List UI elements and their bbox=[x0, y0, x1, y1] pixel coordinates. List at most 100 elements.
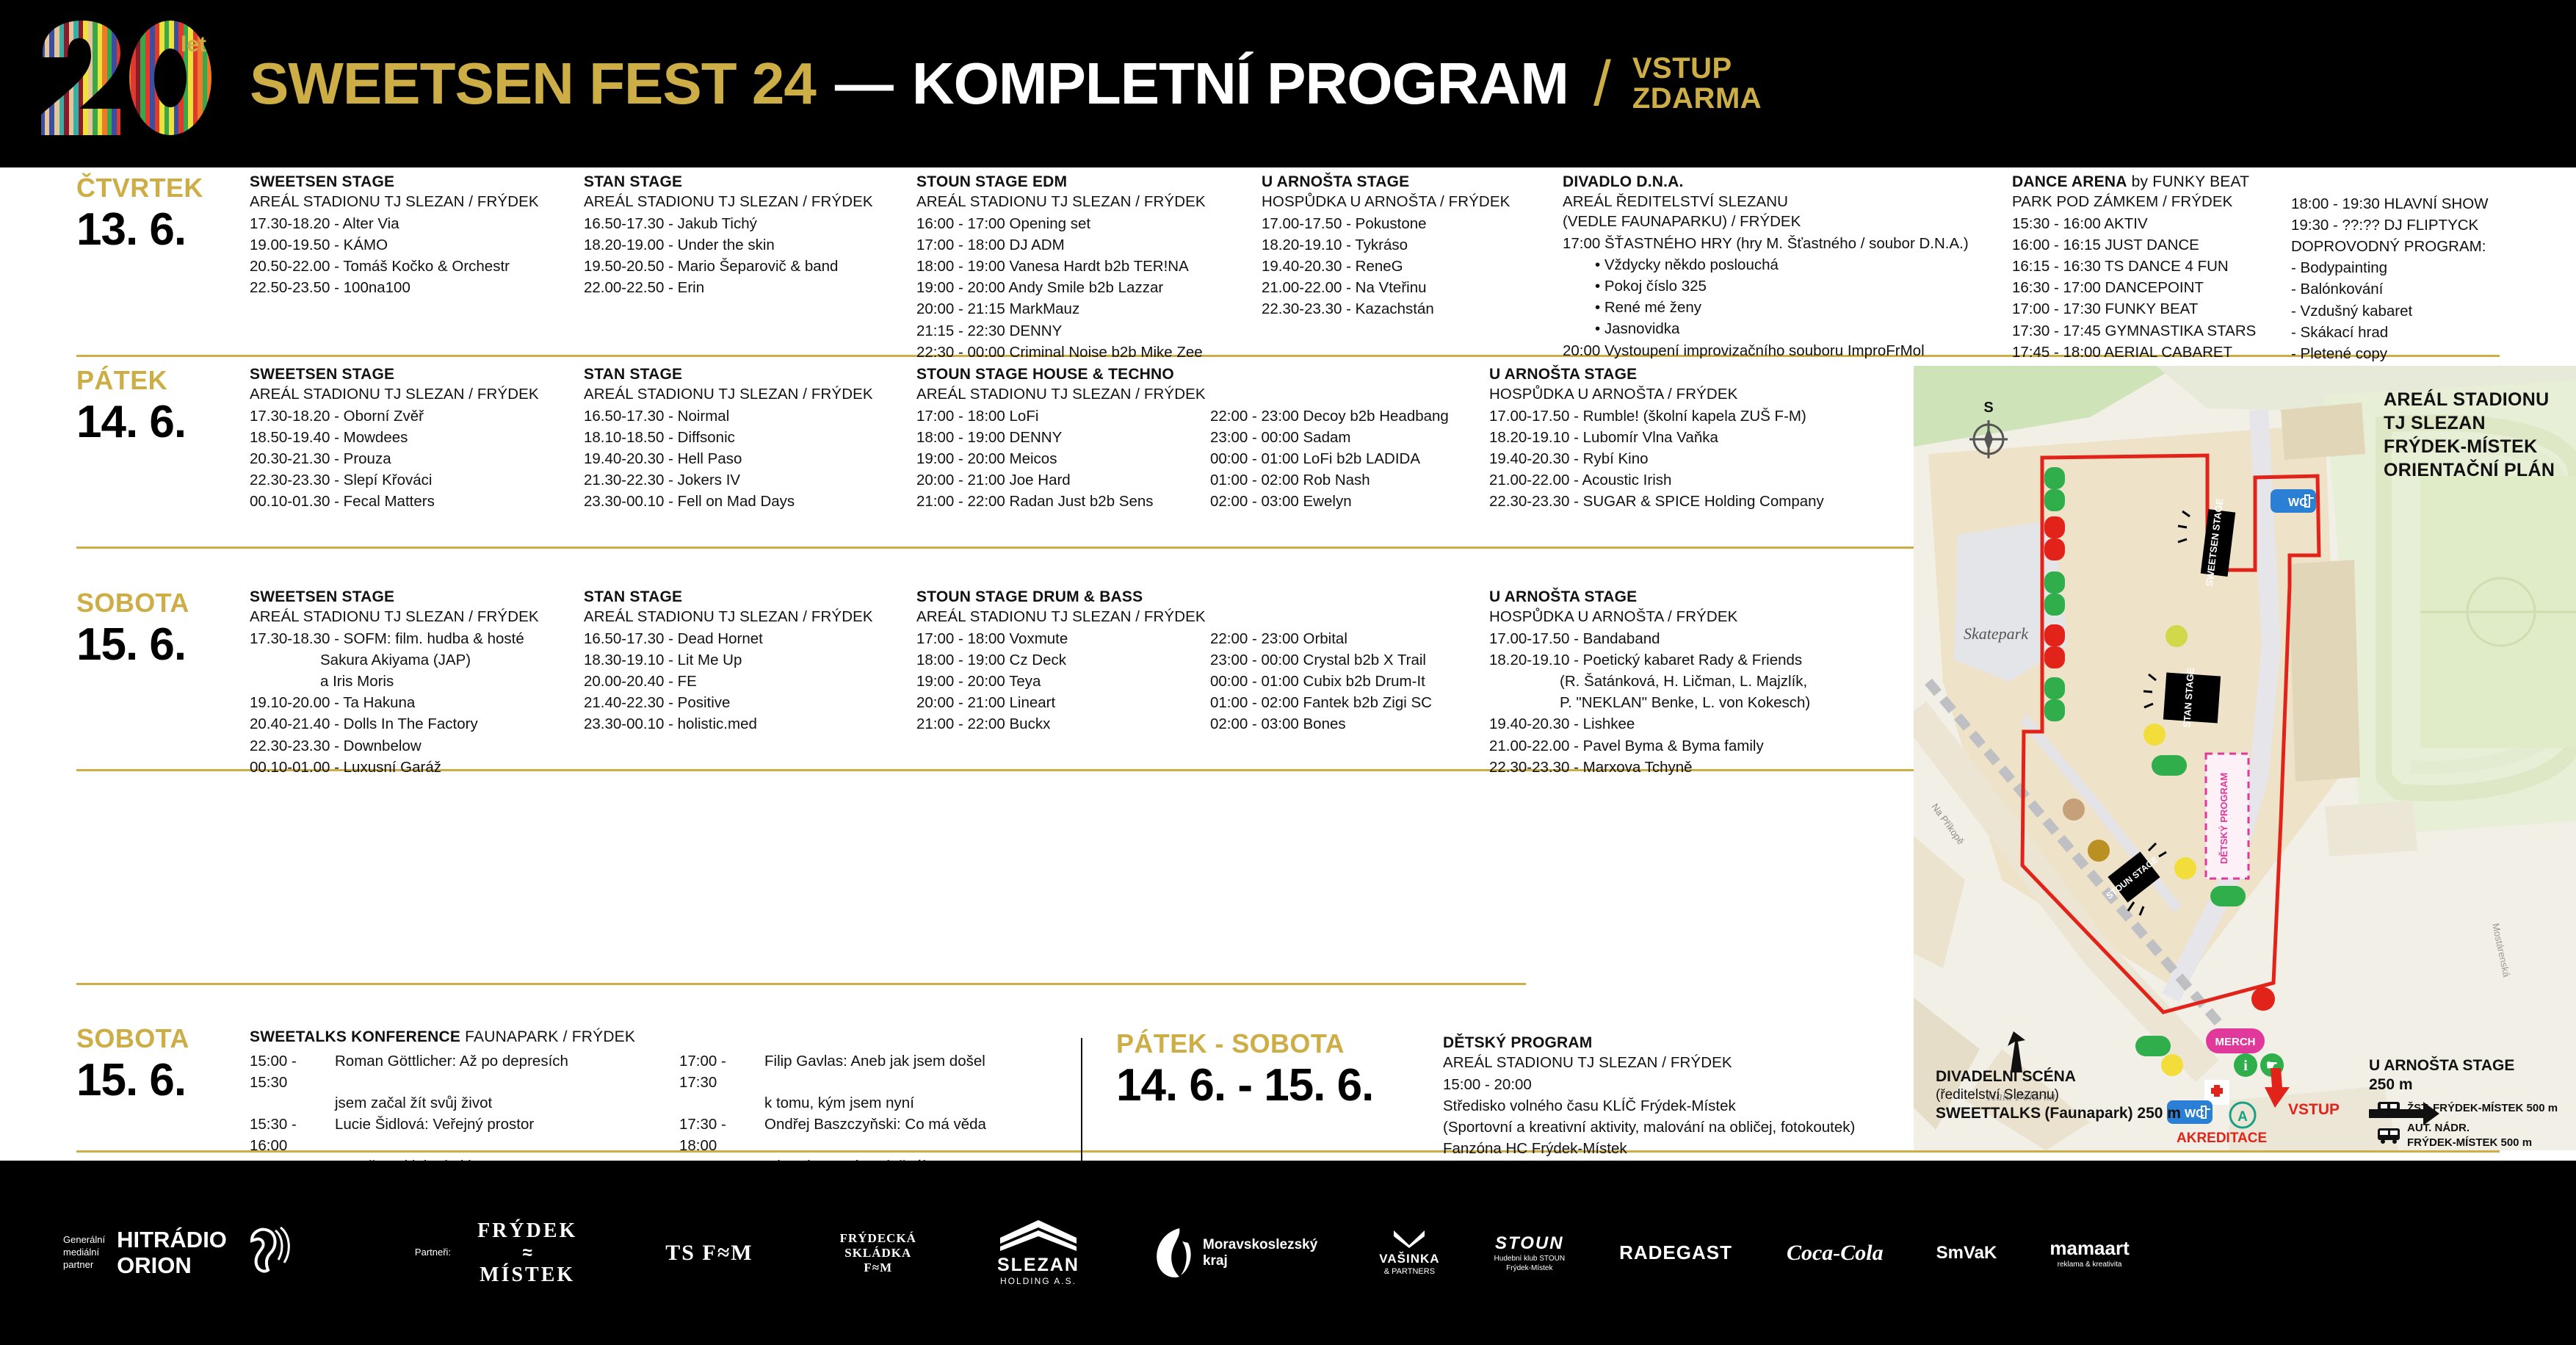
stage-venue: AREÁL ŘEDITELSTVÍ SLEZANU bbox=[1563, 193, 1789, 210]
map-label-vstup: VSTUP bbox=[2288, 1101, 2340, 1118]
slezan-chevrons-icon bbox=[999, 1219, 1077, 1251]
slot: 21.40-22.30 - Positive bbox=[584, 694, 731, 712]
partner-line: SmVaK bbox=[1936, 1242, 1997, 1263]
sweetalks-title-bold: SWEETALKS KONFERENCE bbox=[250, 1028, 461, 1045]
partner-line: MÍSTEK bbox=[480, 1263, 576, 1286]
map-wc-marker-north: WC bbox=[2271, 489, 2316, 513]
partner-line: RADEGAST bbox=[1619, 1241, 1732, 1263]
talk-time: 17:30 - 18:00 bbox=[679, 1116, 726, 1154]
slot: 20.00-20.40 - FE bbox=[584, 673, 697, 690]
partner-line: FRÝDEK bbox=[477, 1219, 578, 1242]
stage-venue: AREÁL STADIONU TJ SLEZAN / FRÝDEK bbox=[250, 386, 539, 403]
program-item: - Pletené copy bbox=[2291, 345, 2388, 362]
stage-venue: HOSPŮDKA U ARNOŠTA / FRÝDEK bbox=[1262, 193, 1510, 210]
slot: 20:00 Vystoupení improvizačního souboru … bbox=[1563, 342, 1925, 359]
map-title-line: FRÝDEK-MÍSTEK bbox=[2384, 436, 2538, 457]
map-entry-arrow bbox=[2265, 1068, 2290, 1108]
slot: 19.00-19.50 - KÁMO bbox=[250, 237, 388, 254]
row-separator bbox=[76, 1150, 2500, 1153]
slot: 22.30-23.30 - Marxova Tchyně bbox=[1489, 758, 1693, 776]
day-label-sweetalks: SOBOTA 15. 6. bbox=[76, 1025, 189, 1105]
map-arnosta-dist: 250 m bbox=[2369, 1076, 2413, 1094]
partner-line: SLEZAN bbox=[996, 1254, 1079, 1275]
slot: 18:00 - 19:00 Vanesa Hardt b2b TER!NA bbox=[916, 258, 1189, 275]
program-item: - Balónkování bbox=[2291, 281, 2384, 298]
partner-logo-moravskoslezsky-kraj: Moravskoslezský kraj bbox=[1150, 1225, 1317, 1281]
slot: 19.40-20.30 - Rybí Kino bbox=[1489, 450, 1649, 468]
site-map[interactable]: DĚTSKÝ PROGRAM S SWEETSEN STAGE STAN STA… bbox=[1914, 366, 2576, 1150]
slot: 16:15 - 16:30 TS DANCE 4 FUN bbox=[2012, 258, 2229, 275]
slot: 19:00 - 20:00 Meicos bbox=[916, 450, 1057, 468]
kids-line: 15:00 - 20:00 bbox=[1443, 1076, 1532, 1093]
partner-line: mamaart bbox=[2049, 1236, 2130, 1259]
slot: 22:00 - 23:00 Orbital bbox=[1210, 630, 1347, 647]
stage-name-sub: by FUNKY BEAT bbox=[2127, 173, 2250, 190]
stage-saturday-stan: STAN STAGE AREÁL STADIONU TJ SLEZAN / FR… bbox=[584, 588, 914, 735]
program-item: - Skákací hrad bbox=[2291, 323, 2389, 341]
slot: 18.50-19.40 - Mowdees bbox=[250, 429, 408, 447]
slot: 19:30 - ??:?? DJ FLIPTYCK bbox=[2291, 217, 2479, 234]
stage-friday-sweetsen: SWEETSEN STAGE AREÁL STADIONU TJ SLEZAN … bbox=[250, 366, 584, 513]
kids-line: Středisko volného času KLÍČ Frýdek-Míste… bbox=[1443, 1097, 1736, 1115]
slot: 19.40-20.30 - Lishkee bbox=[1489, 715, 1635, 733]
stage-name: SWEETSEN STAGE bbox=[250, 366, 395, 383]
slot: 17:00 ŠŤASTNÉHO HRY (hry M. Šťastného / … bbox=[1563, 235, 1969, 252]
map-compass: S bbox=[1969, 400, 2008, 458]
slot: 22.30-23.30 - SUGAR & SPICE Holding Comp… bbox=[1489, 493, 1824, 511]
slot: 18.10-18.50 - Diffsonic bbox=[584, 429, 735, 447]
header-title: SWEETSEN FEST 24 — KOMPLETNÍ PROGRAM / V… bbox=[250, 48, 1762, 120]
stage-name: STOUN STAGE EDM bbox=[916, 173, 1068, 190]
day-date: 13. 6. bbox=[76, 204, 187, 255]
kids-line: (Sportovní a kreativní aktivity, malován… bbox=[1443, 1119, 1856, 1136]
day-label-friday: PÁTEK 14. 6. bbox=[76, 367, 187, 447]
map-stage-sweetsen: SWEETSEN STAGE bbox=[2177, 497, 2236, 587]
slot: 22.00-22.50 - Erin bbox=[584, 279, 705, 297]
slot: 16:30 - 17:00 DANCEPOINT bbox=[2012, 279, 2204, 297]
slot: 17.00-17.50 - Rumble! (školní kapela ZUŠ… bbox=[1489, 408, 1806, 425]
row-separator bbox=[76, 547, 2500, 549]
vstup-line1: VSTUP bbox=[1632, 52, 1732, 85]
slot: 00:00 - 01:00 Cubix b2b Drum-It bbox=[1210, 673, 1425, 690]
partner-line: F≈M bbox=[864, 1260, 893, 1274]
slot: 16:00 - 16:15 JUST DANCE bbox=[2012, 237, 2199, 254]
slot-continuation: P. "NEKLAN" Benke, L. von Kokesch) bbox=[1560, 694, 1811, 712]
slot: 02:00 - 03:00 Ewelyn bbox=[1210, 493, 1352, 511]
partner-line: kraj bbox=[1202, 1252, 1228, 1269]
caption-line: mediální bbox=[63, 1247, 100, 1258]
partner-line: Hudební klub STOUN bbox=[1494, 1254, 1566, 1263]
partner-line: SKLÁDKA bbox=[844, 1245, 912, 1260]
talk-item: 15:00 - 15:30 Roman Göttlicher: Až po de… bbox=[250, 1051, 676, 1093]
caption-line: Generální bbox=[63, 1234, 106, 1246]
bus-icon bbox=[2378, 1128, 2400, 1144]
stage-name: STAN STAGE bbox=[584, 173, 683, 190]
slot: 18.20-19.00 - Under the skin bbox=[584, 237, 775, 254]
slot: 02:00 - 03:00 Bones bbox=[1210, 715, 1346, 733]
stage-thursday-sweetsen: SWEETSEN STAGE AREÁL STADIONU TJ SLEZAN … bbox=[250, 173, 584, 298]
stage-venue: AREÁL STADIONU TJ SLEZAN / FRÝDEK bbox=[584, 608, 873, 625]
stage-venue-2: (VEDLE FAUNAPARKU) / FRÝDEK bbox=[1563, 213, 1801, 230]
partner-logo-ts-fm: TS F≈M bbox=[665, 1241, 753, 1266]
program-item: - Bodypainting bbox=[2291, 259, 2388, 277]
media-partner-hitradio-orion: Generální mediální partner HITRÁDIO ORIO… bbox=[63, 1225, 290, 1282]
map-title-line: TJ SLEZAN bbox=[2384, 413, 2486, 433]
slot: 20.30-21.30 - Prouza bbox=[250, 450, 391, 468]
map-akreditace-marker: A bbox=[2229, 1101, 2257, 1129]
slot: 19.50-20.50 - Mario Šeparovič & band bbox=[584, 258, 839, 275]
stage-venue: AREÁL STADIONU TJ SLEZAN / FRÝDEK bbox=[916, 386, 1206, 403]
day-label-thursday: ČTVRTEK 13. 6. bbox=[76, 175, 203, 255]
talk-text: Filip Gavlas: Aneb jak jsem došel bbox=[764, 1053, 985, 1070]
slot-continuation: Sakura Akiyama (JAP) bbox=[320, 652, 471, 669]
stage-venue: HOSPŮDKA U ARNOŠTA / FRÝDEK bbox=[1489, 386, 1738, 403]
slot: 00.10-01.30 - Fecal Matters bbox=[250, 493, 435, 511]
talk-time: 15:00 - 15:30 bbox=[250, 1053, 297, 1091]
talk-item: 17:00 - 17:30 Filip Gavlas: Aneb jak jse… bbox=[679, 1051, 1090, 1093]
talk-text: Roman Göttlicher: Až po depresích bbox=[335, 1053, 568, 1070]
partner-logo-slezan: SLEZAN HOLDING A.S. bbox=[997, 1219, 1079, 1288]
play-item: • Vždycky někdo poslouchá bbox=[1595, 256, 1779, 274]
talk-text: Ondřej Baszczyňski: Co má věda bbox=[764, 1116, 986, 1133]
stage-name: SWEETSEN STAGE bbox=[250, 173, 395, 190]
stage-friday-stan: STAN STAGE AREÁL STADIONU TJ SLEZAN / FR… bbox=[584, 366, 914, 513]
slot: 23:00 - 00:00 Sadam bbox=[1210, 429, 1351, 447]
partner-line: HOLDING A.S. bbox=[999, 1275, 1077, 1286]
play-item: • Pokoj číslo 325 bbox=[1595, 278, 1707, 295]
